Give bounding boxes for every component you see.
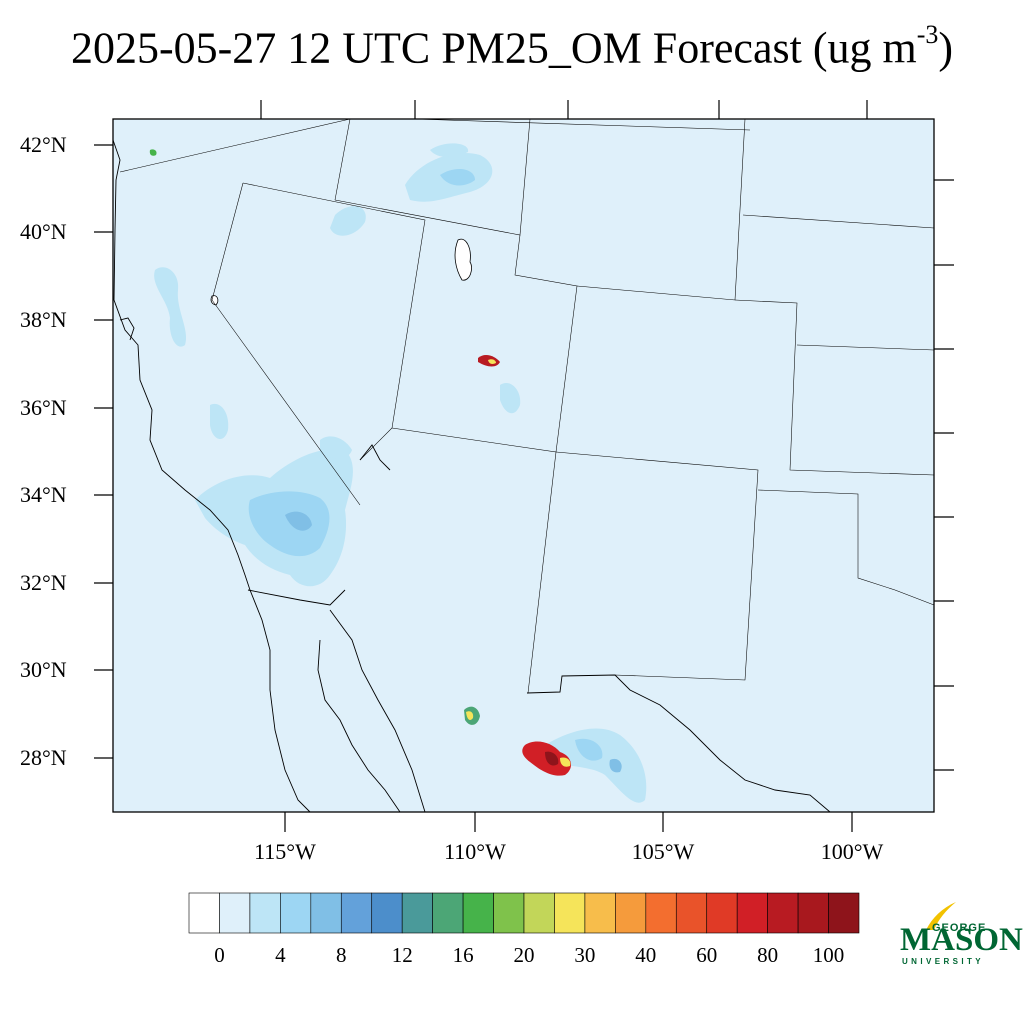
map-frame [112, 118, 935, 813]
logo-university-text: UNIVERSITY [902, 957, 985, 966]
lon-label-105: 105°W [631, 839, 695, 864]
lat-label-30: 30°N [20, 657, 67, 682]
lat-label-34: 34°N [20, 482, 67, 507]
colorbar-tick-label: 20 [513, 943, 535, 967]
title-superscript: -3 [916, 20, 939, 49]
fire-hotspots [149, 149, 572, 776]
colorbar-swatch [493, 892, 525, 934]
colorbar-swatch [249, 892, 281, 934]
logo-george-text: GEORGE [932, 922, 987, 934]
colorbar-tick-label: 12 [391, 943, 413, 967]
title-text: 2025-05-27 12 UTC PM25_OM Forecast (ug m [70, 23, 917, 73]
lat-label-38: 38°N [20, 307, 67, 332]
colorbar-swatch [554, 892, 586, 934]
state-boundaries [119, 118, 935, 694]
colorbar-tick-label: 8 [336, 943, 347, 967]
colorbar-swatch [523, 892, 555, 934]
pm25-plumes-blue [285, 511, 622, 773]
logo-swoosh-icon [926, 902, 956, 930]
colorbar-tick-label: 4 [275, 943, 286, 967]
colorbar-swatch [310, 892, 342, 934]
map-ticks [94, 100, 954, 832]
colorbar-swatch [340, 892, 373, 934]
colorbar-tick-label: 30 [574, 943, 596, 967]
colorbar [188, 892, 860, 934]
colorbar-swatch [828, 892, 860, 934]
lon-label-110: 110°W [444, 839, 506, 864]
lat-label-42: 42°N [20, 132, 67, 157]
colorbar-tick-label: 100 [812, 943, 845, 967]
title-suffix: ) [938, 23, 954, 73]
colorbar-swatch [432, 892, 464, 934]
colorbar-tick-label: 0 [214, 943, 225, 967]
colorbar-tick-label: 16 [452, 943, 474, 967]
logo-mason-text: MASON [900, 922, 1023, 958]
colorbar-swatch [219, 892, 251, 934]
colorbar-swatch [615, 892, 647, 934]
lat-label-32: 32°N [20, 570, 67, 595]
colorbar-tick-label: 60 [696, 943, 718, 967]
colorbar-swatch [584, 892, 616, 934]
colorbar-tick-label: 80 [757, 943, 779, 967]
colorbar-swatch [371, 892, 403, 934]
colorbar-swatch [736, 892, 768, 934]
colorbar-swatch [280, 892, 312, 934]
colorbar-swatch [462, 892, 494, 934]
colorbar-swatch [767, 892, 799, 934]
lon-label-100: 100°W [820, 839, 884, 864]
colorbar-swatch [188, 892, 220, 934]
lat-label-40: 40°N [20, 219, 67, 244]
pm25-plumes-mid [248, 168, 603, 761]
map-background [113, 119, 934, 812]
colorbar-swatch [675, 892, 708, 934]
lat-label-28: 28°N [20, 745, 67, 770]
international-border [247, 444, 831, 813]
colorbar-swatch [401, 892, 433, 934]
lat-label-36: 36°N [20, 395, 67, 420]
coastlines [112, 139, 426, 813]
lakes [210, 238, 472, 306]
colorbar-swatch [797, 892, 829, 934]
lon-label-115: 115°W [254, 839, 316, 864]
colorbar-swatch [645, 892, 677, 934]
colorbar-swatch [706, 892, 738, 934]
gmu-logo: GEORGE MASON UNIVERSITY [898, 900, 1023, 968]
colorbar-tick-label: 40 [635, 943, 657, 967]
page-title: 2025-05-27 12 UTC PM25_OM Forecast (ug m… [0, 22, 1024, 73]
